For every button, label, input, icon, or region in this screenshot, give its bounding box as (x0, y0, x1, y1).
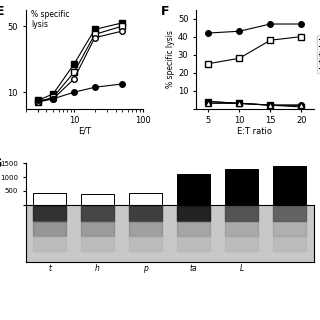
LACT+UbMNP (268, 38, 272, 42)
Bar (225, 169, 258, 204)
UbMNP (268, 22, 272, 26)
LACT+UbMNP (299, 35, 303, 38)
Rito+UbMNP (268, 103, 272, 107)
Bar (273, 166, 307, 204)
LACT+UbMNP (206, 62, 210, 66)
Line: LACT+UbMNP: LACT+UbMNP (206, 34, 304, 67)
Line: Rito+PBS: Rito+PBS (206, 99, 304, 110)
Text: E: E (0, 5, 5, 18)
PBS (206, 100, 210, 103)
PBS (237, 101, 241, 105)
PBS (299, 103, 303, 107)
Bar (33, 193, 66, 204)
Line: Rito+UbMNP: Rito+UbMNP (206, 100, 304, 108)
Text: % specific
lysis: % specific lysis (31, 10, 70, 29)
UbMNP (206, 31, 210, 35)
Bar (129, 193, 162, 204)
Text: G: G (0, 157, 1, 170)
PBS (268, 103, 272, 107)
Text: F: F (161, 5, 169, 18)
Rito+UbMNP (237, 101, 241, 105)
Rito+PBS (237, 101, 241, 105)
Line: PBS: PBS (206, 99, 304, 108)
Rito+UbMNP (206, 101, 210, 105)
UbMNP (237, 29, 241, 33)
X-axis label: E:T ratio: E:T ratio (237, 127, 272, 136)
Bar (81, 194, 114, 204)
LACT+UbMNP (237, 56, 241, 60)
Rito+UbMNP (299, 103, 303, 107)
Rito+PBS (268, 103, 272, 107)
UbMNP (299, 22, 303, 26)
Rito+PBS (299, 105, 303, 109)
Legend: PBS, UbMNP, LACT+UbMNP, Rito+PBS, Rito+UbMNP: PBS, UbMNP, LACT+UbMNP, Rito+PBS, Rito+U… (316, 35, 320, 73)
Y-axis label: % specific lysis: % specific lysis (166, 30, 175, 88)
Rito+PBS (206, 100, 210, 103)
Bar (177, 174, 210, 204)
Line: UbMNP: UbMNP (206, 21, 304, 36)
X-axis label: E/T: E/T (78, 127, 91, 136)
